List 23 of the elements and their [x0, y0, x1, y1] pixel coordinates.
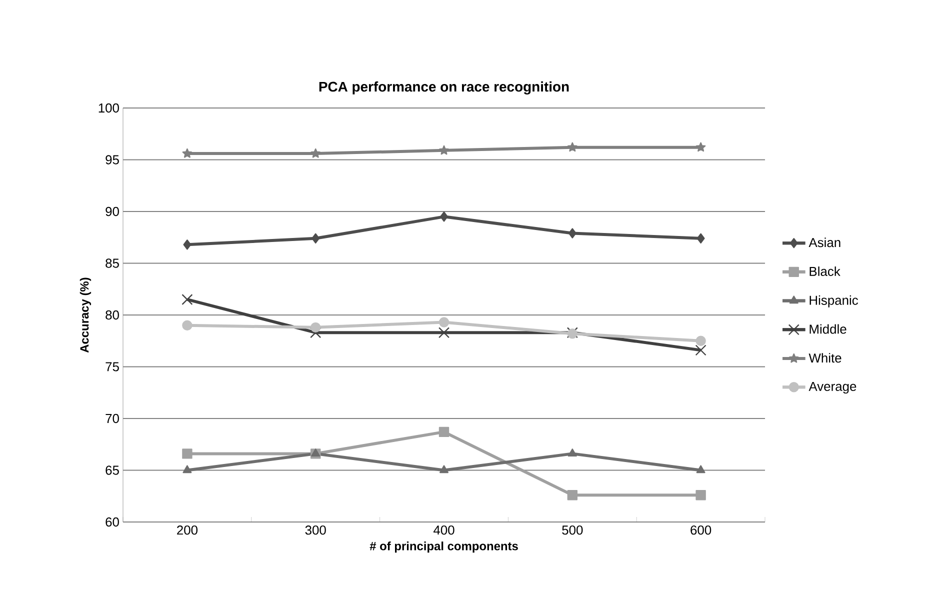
legend-label: Black: [810, 266, 840, 276]
x-tick-label: 400: [433, 526, 454, 535]
y-tick-label: 80: [106, 310, 119, 320]
x-tick-label: 300: [305, 526, 326, 535]
legend-label: Average: [808, 382, 856, 394]
legend-label: Hispanic: [810, 295, 858, 308]
y-tick-label: 70: [106, 414, 119, 424]
x-tick-label: 500: [562, 526, 583, 535]
y-tick-label: 60: [106, 517, 119, 527]
chart-title: PCA performance on race recognition: [319, 81, 569, 94]
x-tick-label: 200: [177, 526, 198, 535]
y-tick-label: 95: [106, 155, 119, 164]
legend-label: Asian: [808, 238, 840, 248]
legend-label: Middle: [810, 324, 846, 334]
y-tick-label: 65: [106, 466, 119, 475]
x-tick-label: 600: [690, 526, 712, 535]
y-tick-label: 75: [106, 362, 119, 372]
y-tick-label: 100: [98, 103, 119, 113]
y-tick-label: 90: [106, 206, 119, 216]
y-axis-title: Accuracy (%): [80, 278, 92, 353]
x-axis-title: # of principal components: [370, 542, 518, 553]
y-tick-label: 85: [106, 258, 119, 268]
legend-label: White: [808, 353, 842, 363]
